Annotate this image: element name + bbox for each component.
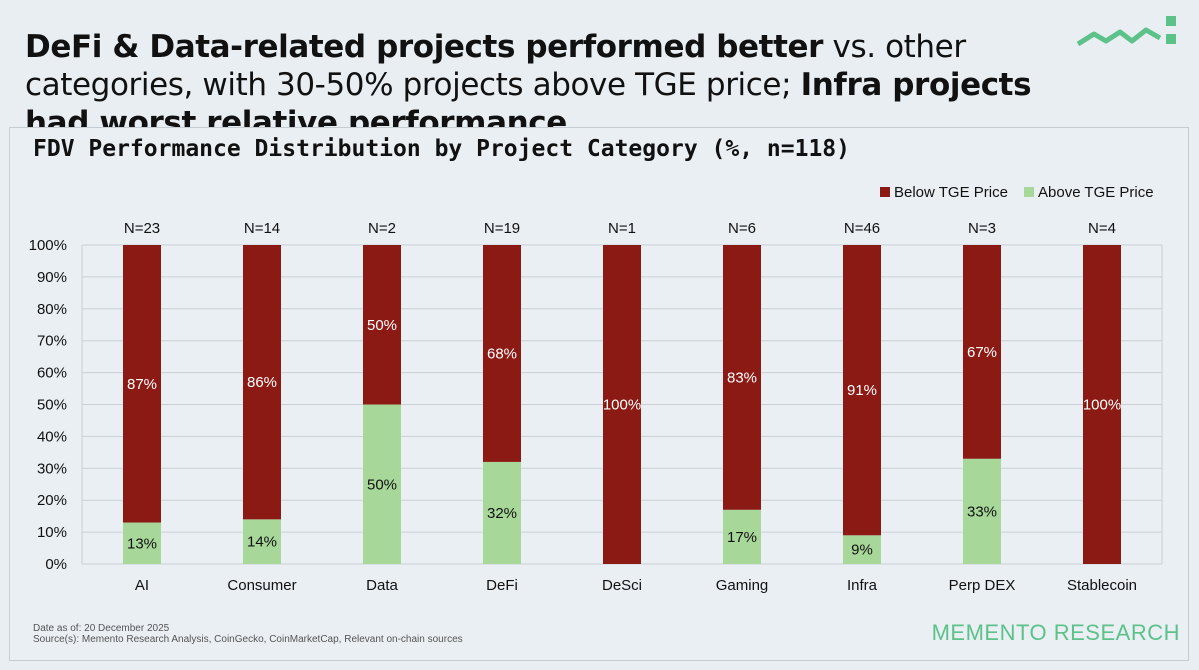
bar-below-tge — [843, 245, 881, 536]
data-label-above: 13% — [127, 535, 157, 552]
data-label-below: 86% — [247, 374, 277, 391]
data-label-above: 32% — [487, 505, 517, 522]
data-label-below: 91% — [847, 382, 877, 399]
brand-wordmark: MEMENTO RESEARCH — [931, 620, 1180, 645]
sample-size-label: N=19 — [484, 220, 520, 237]
bar-above-tge — [723, 509, 761, 564]
bar-below-tge — [603, 245, 641, 564]
y-tick-label: 40% — [37, 428, 67, 445]
sample-size-label: N=46 — [844, 220, 880, 237]
headline-text: vs. other categories, with 30-50% projec… — [25, 29, 966, 103]
sample-size-label: N=3 — [968, 220, 996, 237]
y-tick-label: 100% — [29, 237, 67, 254]
bar-below-tge — [963, 245, 1001, 459]
legend-label: Below TGE Price — [894, 184, 1008, 201]
headline-bold-1: DeFi & Data-related projects performed b… — [25, 29, 824, 65]
legend-swatch — [1024, 187, 1034, 197]
y-tick-label: 80% — [37, 301, 67, 318]
bar-below-tge — [483, 245, 521, 462]
footnote-date: Date as of: 20 December 2025 — [33, 623, 170, 634]
bar-above-tge — [123, 522, 161, 564]
y-tick-label: 50% — [37, 397, 67, 414]
sample-size-label: N=6 — [728, 220, 756, 237]
x-category-label: Gaming — [716, 577, 769, 594]
y-tick-label: 0% — [45, 556, 67, 573]
y-tick-label: 20% — [37, 492, 67, 509]
x-category-label: Infra — [847, 577, 878, 594]
data-label-below: 100% — [603, 397, 641, 414]
data-label-below: 100% — [1083, 397, 1121, 414]
data-label-above: 17% — [727, 529, 757, 546]
bar-above-tge — [363, 404, 401, 564]
data-label-below: 83% — [727, 369, 757, 386]
bar-above-tge — [243, 519, 281, 564]
data-label-below: 87% — [127, 376, 157, 393]
bar-above-tge — [843, 535, 881, 564]
bar-below-tge — [1083, 245, 1121, 564]
x-category-label: Consumer — [227, 577, 296, 594]
y-tick-label: 10% — [37, 524, 67, 541]
bar-below-tge — [243, 245, 281, 520]
data-label-below: 67% — [967, 344, 997, 361]
footnote-sources: Source(s): Memento Research Analysis, Co… — [33, 634, 463, 645]
y-tick-label: 70% — [37, 333, 67, 350]
sample-size-label: N=1 — [608, 220, 636, 237]
sample-size-label: N=14 — [244, 220, 280, 237]
x-category-label: Stablecoin — [1067, 577, 1137, 594]
data-label-below: 50% — [367, 317, 397, 334]
memento-wave-logo-icon — [1076, 16, 1176, 47]
x-category-label: DeFi — [486, 577, 518, 594]
y-tick-label: 30% — [37, 460, 67, 477]
x-category-label: AI — [135, 577, 149, 594]
legend-swatch — [880, 187, 890, 197]
sample-size-label: N=2 — [368, 220, 396, 237]
bar-above-tge — [963, 458, 1001, 564]
data-label-above: 9% — [851, 542, 873, 559]
data-label-below: 68% — [487, 345, 517, 362]
bar-above-tge — [483, 461, 521, 564]
y-tick-label: 90% — [37, 269, 67, 286]
bar-below-tge — [363, 245, 401, 405]
data-label-above: 14% — [247, 534, 277, 551]
data-label-above: 50% — [367, 476, 397, 493]
bar-below-tge — [123, 245, 161, 523]
sample-size-label: N=23 — [124, 220, 160, 237]
chart-title: FDV Performance Distribution by Project … — [33, 136, 850, 162]
y-tick-label: 60% — [37, 365, 67, 382]
x-category-label: Data — [366, 577, 398, 594]
x-category-label: Perp DEX — [949, 577, 1016, 594]
x-category-label: DeSci — [602, 577, 642, 594]
data-label-above: 33% — [967, 503, 997, 520]
legend-label: Above TGE Price — [1038, 184, 1154, 201]
bar-below-tge — [723, 245, 761, 510]
sample-size-label: N=4 — [1088, 220, 1116, 237]
